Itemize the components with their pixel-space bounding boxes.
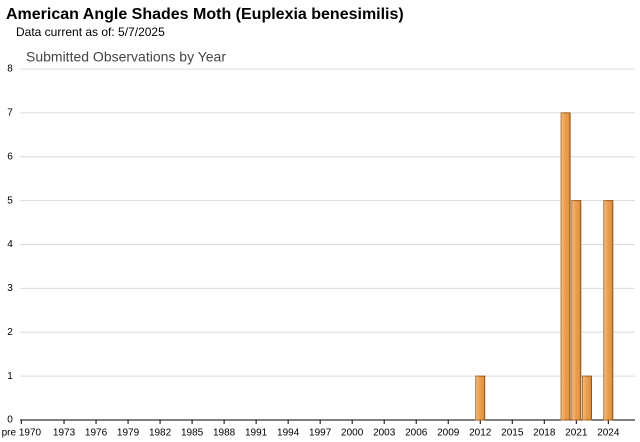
x-tick-label: 2021 bbox=[565, 428, 588, 439]
bar-shade bbox=[475, 376, 485, 420]
x-tick-label: pre 1970 bbox=[2, 428, 42, 439]
y-tick-label: 3 bbox=[7, 283, 13, 294]
x-tick-label: 2015 bbox=[501, 428, 524, 439]
x-tick-label: 1982 bbox=[149, 428, 172, 439]
x-tick-label: 1991 bbox=[245, 428, 268, 439]
x-tick-label: 2012 bbox=[469, 428, 492, 439]
y-tick-label: 8 bbox=[7, 64, 13, 75]
y-tick-label: 7 bbox=[7, 108, 13, 119]
y-tick-label: 4 bbox=[7, 239, 13, 250]
x-tick-label: 2009 bbox=[437, 428, 460, 439]
x-tick-label: 1973 bbox=[53, 428, 76, 439]
x-tick-label: 1985 bbox=[181, 428, 204, 439]
y-tick-label: 5 bbox=[7, 195, 13, 206]
subtitle: Data current as of: 5/7/2025 bbox=[16, 25, 165, 39]
x-tick-label: 2000 bbox=[341, 428, 364, 439]
y-tick-label: 1 bbox=[7, 371, 13, 382]
x-tick-label: 1979 bbox=[117, 428, 140, 439]
x-tick-label: 2024 bbox=[597, 428, 620, 439]
x-tick-label: 1997 bbox=[309, 428, 332, 439]
y-tick-label: 2 bbox=[7, 327, 13, 338]
x-tick-label: 1988 bbox=[213, 428, 236, 439]
bar-shade bbox=[603, 200, 613, 420]
x-tick-label: 1976 bbox=[85, 428, 108, 439]
y-tick-label: 6 bbox=[7, 151, 13, 162]
chart-title: Submitted Observations by Year bbox=[26, 49, 226, 65]
x-tick-label: 1994 bbox=[277, 428, 300, 439]
page-title: American Angle Shades Moth (Euplexia ben… bbox=[6, 6, 404, 23]
x-tick-label: 2018 bbox=[533, 428, 556, 439]
y-tick-label: 0 bbox=[7, 415, 13, 426]
x-tick-label: 2003 bbox=[373, 428, 396, 439]
x-tick-label: 2006 bbox=[405, 428, 428, 439]
bar-shade bbox=[582, 376, 592, 420]
bar-shade bbox=[571, 200, 581, 420]
bar-shade bbox=[561, 112, 571, 420]
